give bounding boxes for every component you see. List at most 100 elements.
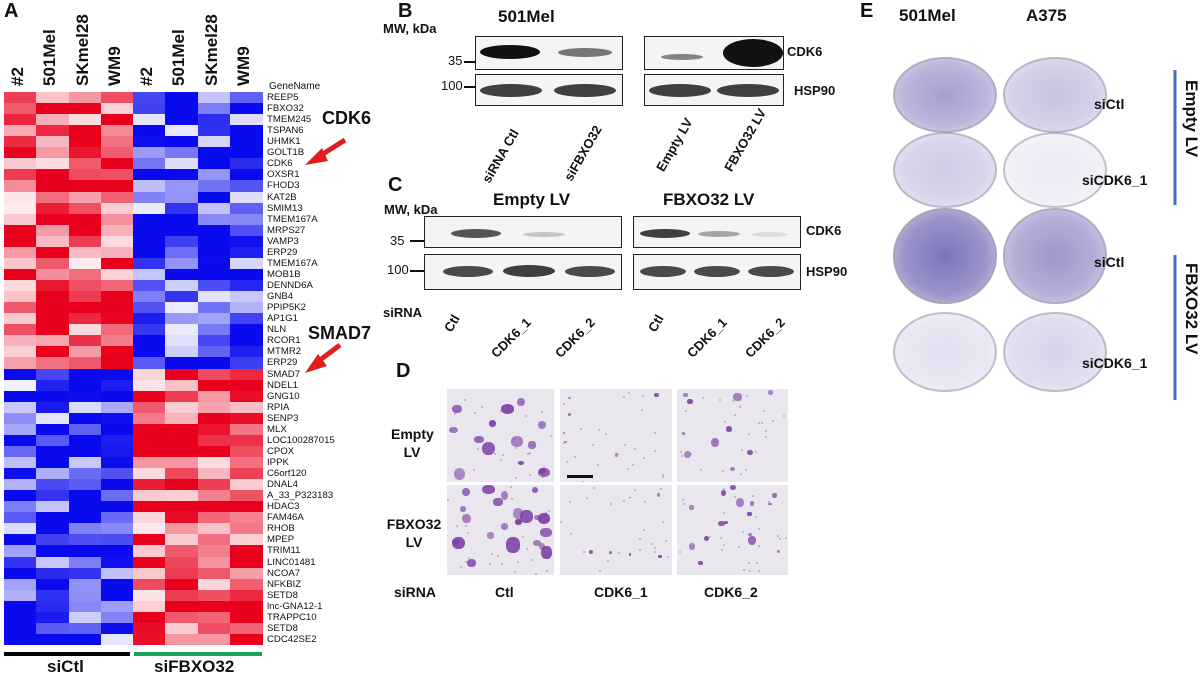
panel-d-col-cdk6-1: CDK6_1 (594, 584, 648, 600)
panel-c-marker-100: 100 (387, 262, 409, 277)
pore-dot (738, 546, 740, 548)
panel-c-marker-tick-100 (410, 270, 424, 272)
band (661, 54, 703, 60)
microscopy-tile (677, 389, 788, 482)
pore-dot (534, 445, 536, 447)
panel-d-label: D (396, 360, 410, 383)
pore-dot (501, 563, 503, 565)
pore-dot (618, 552, 620, 554)
pore-dot (758, 422, 760, 424)
band (723, 39, 783, 67)
pore-dot (681, 455, 683, 457)
pore-dot (605, 433, 607, 435)
blot-b-left-cdk6 (475, 36, 623, 70)
panel-b-marker-100: 100 (441, 78, 463, 93)
stained-cell (568, 413, 571, 415)
stained-cell (609, 551, 612, 554)
pore-dot (761, 422, 763, 424)
stained-cell (467, 559, 476, 567)
stained-cell (689, 505, 693, 510)
stained-cell (733, 393, 742, 400)
stained-cell (629, 497, 631, 498)
pore-dot (644, 501, 646, 503)
stained-cell (711, 438, 719, 447)
pore-dot (580, 428, 582, 430)
pore-dot (658, 493, 660, 495)
pore-dot (500, 459, 502, 461)
pore-dot (662, 521, 664, 523)
pore-dot (690, 453, 692, 455)
pore-dot (525, 415, 527, 417)
pore-dot (740, 473, 742, 475)
band (649, 84, 711, 97)
pore-dot (765, 430, 767, 432)
blot-c-right-hsp90 (633, 254, 801, 290)
pore-dot (639, 549, 641, 551)
pore-dot (627, 468, 629, 470)
panel-e-side-fbxo32: FBXO32 LV (1181, 263, 1200, 354)
band (558, 48, 612, 57)
pore-dot (467, 532, 469, 534)
pore-dot (765, 436, 767, 438)
pore-dot (474, 412, 476, 414)
pore-dot (749, 570, 751, 572)
band (443, 266, 493, 277)
colony-dish (893, 57, 997, 133)
pore-dot (550, 435, 552, 437)
pore-dot (763, 410, 765, 412)
pore-dot (785, 537, 787, 539)
pore-dot (607, 560, 609, 562)
stained-cell (682, 432, 686, 436)
stained-cell (687, 399, 693, 404)
stained-cell (487, 532, 494, 538)
pore-dot (497, 555, 499, 557)
stained-cell (568, 397, 570, 399)
pore-dot (683, 503, 685, 505)
pore-dot (724, 421, 726, 423)
pore-dot (639, 538, 641, 540)
pore-dot (548, 510, 550, 512)
pore-dot (535, 573, 537, 575)
group-label-sictl: siCtl (47, 657, 84, 677)
pore-dot (566, 461, 568, 463)
stained-cell (726, 426, 732, 432)
pore-dot (468, 557, 470, 559)
panel-c-marker-35: 35 (390, 233, 404, 248)
panel-c-marker-tick-35 (410, 240, 424, 242)
panel-b-label: B (398, 0, 412, 23)
stained-cell (683, 393, 688, 397)
pore-dot (662, 476, 664, 478)
stained-cell (506, 537, 519, 552)
stained-cell (539, 468, 546, 474)
pore-dot (719, 399, 721, 401)
band (523, 232, 565, 237)
stained-cell (538, 513, 550, 524)
pore-dot (623, 396, 625, 398)
blot-c-left-hsp90 (424, 254, 622, 290)
panel-d-row-empty: Empty LV (391, 425, 433, 461)
stained-cell (462, 488, 470, 496)
colony-dish (893, 208, 997, 304)
panel-b-title: 501Mel (498, 7, 555, 27)
band (554, 84, 616, 97)
band (717, 84, 779, 97)
pore-dot (634, 489, 636, 491)
panel-d-sirna-label: siRNA (394, 584, 436, 600)
panel-c-sirna-label: siRNA (383, 305, 422, 320)
pore-dot (491, 553, 493, 555)
blot-b-right-hsp90 (644, 74, 784, 106)
pore-dot (574, 456, 576, 458)
stained-cell (730, 467, 735, 471)
band (480, 45, 540, 59)
pore-dot (741, 449, 743, 451)
pore-dot (510, 486, 512, 488)
band (640, 266, 686, 277)
pore-dot (582, 481, 584, 482)
pore-dot (682, 499, 684, 501)
pore-dot (722, 470, 724, 472)
stained-cell (750, 501, 754, 505)
panel-d-col-cdk6-2: CDK6_2 (704, 584, 758, 600)
pore-dot (772, 420, 774, 422)
pore-dot (756, 562, 758, 564)
panel-e-row-2: siCDK6_1 (1082, 172, 1147, 188)
